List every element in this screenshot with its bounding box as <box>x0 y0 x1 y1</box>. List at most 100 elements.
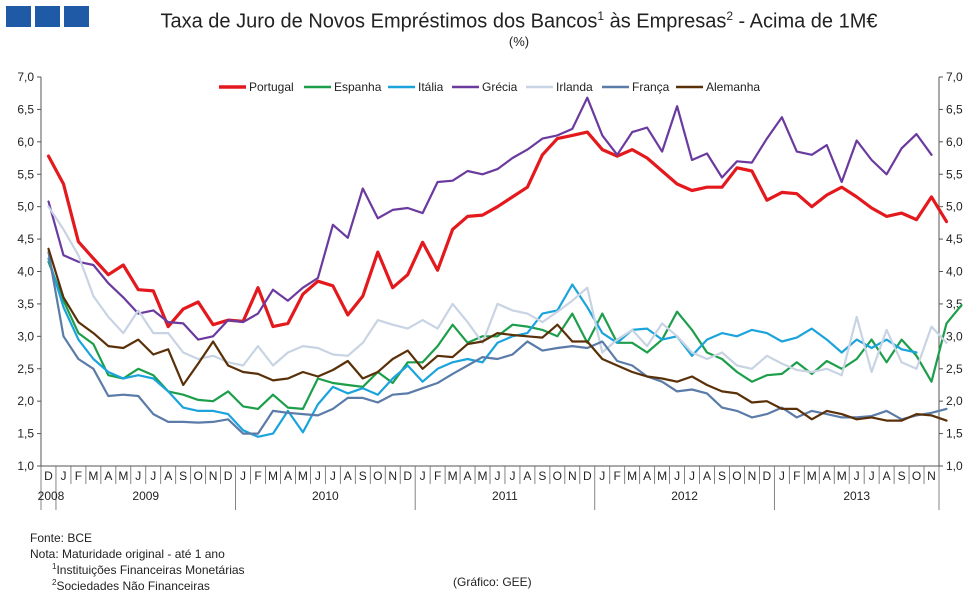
series-line-espanha <box>47 260 963 410</box>
month-label: J <box>869 469 875 483</box>
month-label: A <box>464 469 472 483</box>
month-label: J <box>674 469 680 483</box>
month-label: D <box>224 469 233 483</box>
y-tick-label-right: 1,0 <box>946 459 963 473</box>
month-label: J <box>315 469 321 483</box>
logo-block <box>6 6 31 27</box>
month-label: M <box>448 469 458 483</box>
y-tick-label-left: 5,0 <box>17 200 34 214</box>
legend-label: Irlanda <box>556 80 593 94</box>
legend-label: Alemanha <box>706 80 760 94</box>
month-label: O <box>732 469 741 483</box>
y-tick-label-left: 5,5 <box>17 167 34 181</box>
legend-label: Portugal <box>249 80 294 94</box>
month-label: A <box>823 469 831 483</box>
month-label: M <box>88 469 98 483</box>
month-label: A <box>344 469 352 483</box>
maturity-note: Nota: Maturidade original - até 1 ano <box>30 547 225 561</box>
month-label: J <box>494 469 500 483</box>
month-label: S <box>179 469 187 483</box>
legend-label: França <box>632 80 670 94</box>
y-tick-label-right: 4,5 <box>946 232 963 246</box>
month-label: F <box>75 469 82 483</box>
year-label: 2009 <box>132 489 159 503</box>
series-line-frança <box>47 251 948 435</box>
y-tick-label-right: 6,5 <box>946 102 963 116</box>
month-label: J <box>689 469 695 483</box>
month-label: A <box>883 469 891 483</box>
series-line-alemanha <box>47 247 948 422</box>
month-label: M <box>118 469 128 483</box>
month-label: N <box>748 469 757 483</box>
month-label: S <box>718 469 726 483</box>
logo <box>6 6 89 27</box>
y-tick-label-right: 3,5 <box>946 297 963 311</box>
month-label: J <box>420 469 426 483</box>
month-label: J <box>150 469 156 483</box>
month-label: A <box>284 469 292 483</box>
y-tick-label-right: 5,0 <box>946 200 963 214</box>
y-tick-label-right: 2,0 <box>946 394 963 408</box>
y-tick-label-left: 3,5 <box>17 297 34 311</box>
month-label: F <box>793 469 800 483</box>
y-tick-label-right: 2,5 <box>946 362 963 376</box>
y-tick-label-left: 4,0 <box>17 265 34 279</box>
month-label: J <box>240 469 246 483</box>
month-label: S <box>898 469 906 483</box>
logo-block <box>64 6 89 27</box>
month-label: A <box>643 469 651 483</box>
month-label: M <box>627 469 637 483</box>
month-label: M <box>657 469 667 483</box>
month-label: M <box>478 469 488 483</box>
y-tick-label-right: 6,0 <box>946 135 963 149</box>
month-label: M <box>268 469 278 483</box>
chart-credit: (Gráfico: GEE) <box>453 575 532 589</box>
month-label: A <box>104 469 112 483</box>
footnote-1: 1Instituições Financeiras Monetárias <box>52 562 245 577</box>
year-label: 2011 <box>492 489 518 503</box>
y-tick-label-left: 1,5 <box>17 427 34 441</box>
year-label: 2012 <box>671 489 698 503</box>
legend-label: Itália <box>418 80 444 94</box>
month-label: M <box>298 469 308 483</box>
legend-label: Espanha <box>334 80 382 94</box>
month-label: N <box>927 469 936 483</box>
month-label: D <box>583 469 592 483</box>
month-label: J <box>779 469 785 483</box>
footnote-2: 2Sociedades Não Financeiras <box>52 578 210 593</box>
month-label: J <box>135 469 141 483</box>
y-tick-label-left: 3,0 <box>17 329 34 343</box>
y-tick-label-left: 6,0 <box>17 135 34 149</box>
month-label: N <box>568 469 577 483</box>
y-tick-label-left: 6,5 <box>17 102 34 116</box>
month-label: S <box>538 469 546 483</box>
month-label: J <box>509 469 515 483</box>
month-label: O <box>912 469 921 483</box>
series-line-grécia <box>47 96 933 341</box>
month-label: O <box>193 469 202 483</box>
series-line-irlanda <box>47 205 948 377</box>
month-label: D <box>403 469 412 483</box>
logo-block <box>35 6 60 27</box>
y-tick-label-left: 1,0 <box>17 459 34 473</box>
month-label: J <box>854 469 860 483</box>
month-label: N <box>209 469 218 483</box>
y-tick-label-left: 2,5 <box>17 362 34 376</box>
month-label: S <box>359 469 367 483</box>
month-label: J <box>330 469 336 483</box>
month-label: A <box>703 469 711 483</box>
month-label: N <box>388 469 397 483</box>
y-tick-label-right: 4,0 <box>946 265 963 279</box>
month-label: M <box>807 469 817 483</box>
y-tick-label-left: 2,0 <box>17 394 34 408</box>
y-tick-label-right: 3,0 <box>946 329 963 343</box>
month-label: D <box>44 469 53 483</box>
month-label: M <box>837 469 847 483</box>
chart-title: Taxa de Juro de Novos Empréstimos dos Ba… <box>160 9 878 33</box>
year-label: 2008 <box>38 489 65 503</box>
y-tick-label-left: 7,0 <box>17 70 34 84</box>
y-tick-label-right: 1,5 <box>946 427 963 441</box>
legend-label: Grécia <box>482 80 518 94</box>
y-tick-label-right: 5,5 <box>946 167 963 181</box>
